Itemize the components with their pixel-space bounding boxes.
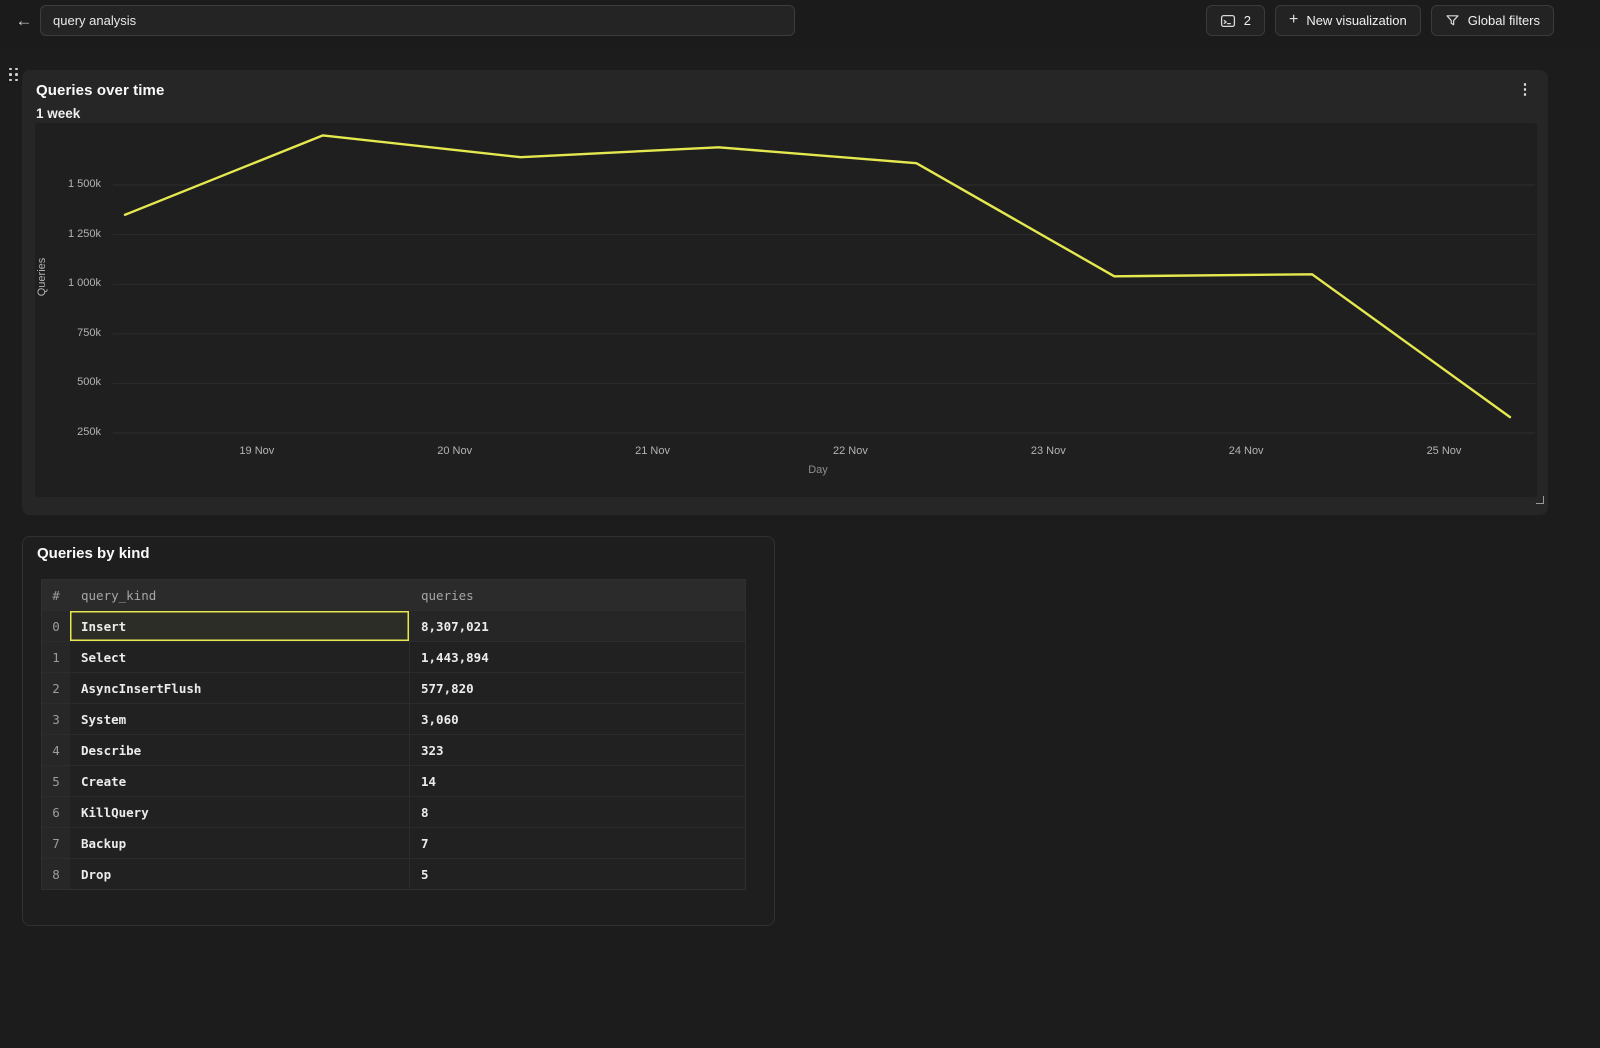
back-button[interactable]: ← [12, 9, 36, 33]
plus-icon: + [1288, 11, 1299, 28]
queries-count-cell[interactable]: 323 [409, 735, 745, 765]
query-kind-cell[interactable]: AsyncInsertFlush [81, 680, 202, 696]
console-window-icon [1220, 13, 1236, 29]
row-index: 0 [42, 611, 70, 641]
funnel-icon [1445, 13, 1460, 28]
row-index: 2 [42, 673, 70, 703]
queries-by-kind-card: Queries by kind # query_kind queries 0 Inser… [22, 536, 775, 926]
table-row: 0 Insert 8,307,021 [42, 610, 745, 641]
row-index: 5 [42, 766, 70, 796]
global-filters-label: Global filters [1467, 13, 1540, 28]
corner-resize-icon[interactable] [1536, 496, 1544, 504]
y-axis-tick-label: 1 250k [67, 227, 101, 240]
queries-over-time-card: Queries over time 1 week ⋮ 250k 500k 750k 1… [22, 70, 1548, 515]
y-axis-tick-label: 1 000k [67, 277, 101, 290]
y-axis-tick-label: 1 500k [67, 178, 101, 190]
x-axis-tick-label: 19 Nov [239, 445, 275, 457]
console-count: 2 [1243, 13, 1251, 28]
table-row: 7 Backup 7 [42, 827, 745, 858]
table-row: 4 Describe 323 [42, 734, 745, 765]
y-axis-title: Queries [36, 257, 48, 297]
topbar-actions: 2 + New visualization Global filters [1205, 5, 1554, 36]
grip-dots-icon[interactable] [7, 66, 20, 83]
queries-count-cell[interactable]: 5 [409, 859, 745, 889]
queries-count-cell[interactable]: 577,820 [409, 673, 745, 703]
query-kind-cell[interactable]: Backup [81, 835, 127, 851]
console-count-button[interactable]: 2 [1205, 5, 1265, 36]
queries-count-cell[interactable]: 3,060 [409, 704, 745, 734]
table-row: 6 KillQuery 8 [42, 796, 745, 827]
x-axis-tick-label: 20 Nov [437, 445, 473, 457]
queries-count-cell[interactable]: 1,443,894 [409, 642, 745, 672]
table-row: 8 Drop 5 [42, 858, 745, 889]
row-index: 8 [42, 859, 70, 889]
new-visualization-label: New visualization [1306, 13, 1407, 28]
row-index: 7 [42, 828, 70, 858]
query-kind-cell[interactable]: Insert [70, 611, 409, 641]
dashboard-title-input[interactable] [40, 5, 795, 36]
queries-count-cell[interactable]: 14 [409, 766, 745, 796]
x-axis-tick-label: 22 Nov [832, 445, 868, 457]
table-row: 5 Create 14 [42, 765, 745, 796]
queries-table: # query_kind queries 0 Insert 8,307,021 1 Selec… [41, 579, 746, 890]
query-kind-cell[interactable]: Describe [81, 742, 142, 758]
queries-count-cell[interactable]: 7 [409, 828, 745, 858]
x-axis-tick-label: 25 Nov [1426, 445, 1462, 457]
row-index: 6 [42, 797, 70, 827]
x-axis-title: Day [808, 464, 828, 476]
query-kind-cell[interactable]: System [81, 711, 127, 727]
queries-count-cell[interactable]: 8,307,021 [409, 611, 745, 641]
new-visualization-button[interactable]: + New visualization [1274, 5, 1421, 36]
y-axis-tick-label: 750k [77, 326, 101, 339]
query-kind-cell[interactable]: Create [81, 773, 127, 789]
chart-title: Queries over time [36, 82, 165, 99]
row-index: 1 [42, 642, 70, 672]
row-index: 3 [42, 704, 70, 734]
table-header-row: # query_kind queries [42, 580, 745, 610]
x-axis-tick-label: 21 Nov [635, 445, 670, 457]
queries-count-cell[interactable]: 8 [409, 797, 745, 827]
y-axis-tick-label: 500k [77, 376, 101, 389]
query-kind-cell[interactable]: Drop [81, 866, 112, 882]
table-row: 1 Select 1,443,894 [42, 641, 745, 672]
table-row: 2 AsyncInsertFlush 577,820 [42, 672, 745, 703]
query-kind-cell[interactable]: KillQuery [81, 804, 149, 820]
column-header[interactable]: query_kind [81, 587, 157, 603]
table-title: Queries by kind [37, 545, 150, 562]
row-index: 4 [42, 735, 70, 765]
plot-area[interactable]: 250k 500k 750k 1 000k 1 250k 1 500k 19 Nov 20 N… [35, 123, 1537, 497]
query-kind-cell[interactable]: Select [81, 649, 127, 665]
chart-subtitle: 1 week [36, 106, 81, 121]
table-row: 3 System 3,060 [42, 703, 745, 734]
column-header[interactable]: # [52, 587, 60, 603]
column-header[interactable]: queries [409, 580, 745, 610]
x-axis-tick-label: 24 Nov [1228, 445, 1264, 457]
y-axis-tick-label: 250k [77, 426, 101, 438]
global-filters-button[interactable]: Global filters [1430, 5, 1554, 36]
topbar: ← 2 + New visualization Global fil [0, 0, 1600, 42]
x-axis-tick-label: 23 Nov [1030, 445, 1066, 457]
kebab-menu-icon[interactable]: ⋮ [1514, 78, 1536, 100]
arrow-left-icon: ← [15, 11, 33, 30]
